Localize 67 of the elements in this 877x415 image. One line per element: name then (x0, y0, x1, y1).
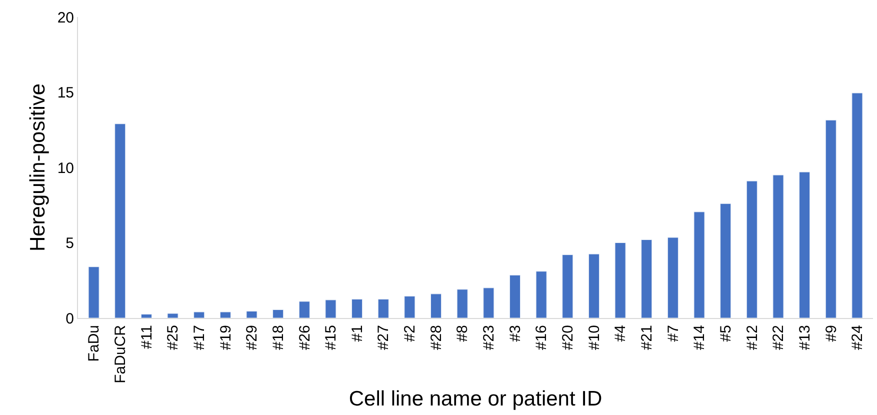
bar (456, 289, 468, 318)
x-tick-label: FaDu (86, 325, 103, 362)
x-tick-label: #21 (638, 325, 656, 350)
x-tick-label: #12 (744, 325, 761, 350)
bar (536, 271, 547, 318)
bar (298, 301, 310, 318)
x-axis-title: Cell line name or patient ID (348, 388, 602, 411)
x-tick-label: #4 (612, 325, 630, 342)
y-tick-label: 5 (66, 235, 74, 252)
x-tick-label: #2 (402, 325, 419, 342)
bar (352, 298, 363, 318)
bar (509, 274, 520, 318)
bar (430, 294, 442, 318)
bar (194, 312, 205, 318)
bar (799, 172, 810, 318)
y-axis-title: Heregulin-positive (26, 83, 50, 252)
x-tick-label: #10 (586, 325, 603, 350)
bar (694, 212, 705, 318)
bar (246, 310, 258, 318)
bar (562, 254, 574, 318)
bar (772, 174, 784, 318)
x-tick-label: FaDuCR (112, 324, 129, 384)
x-tick-label: #16 (533, 325, 550, 350)
y-tick-label: 15 (57, 84, 74, 102)
y-tick-label: 20 (57, 9, 74, 26)
x-tick-label: #29 (244, 325, 261, 350)
x-tick-label: #11 (138, 325, 156, 349)
x-tick-label: #14 (691, 325, 708, 350)
bar (325, 300, 336, 318)
x-tick-label: #27 (375, 325, 392, 350)
x-tick-label: #25 (164, 325, 182, 350)
x-tick-label: #20 (560, 325, 577, 350)
x-tick-label: #28 (428, 325, 445, 350)
x-tick-label: #9 (822, 325, 840, 342)
y-tick-label: 0 (66, 310, 74, 328)
bar (272, 309, 284, 318)
y-tick-label: 10 (57, 160, 74, 177)
bar (483, 288, 494, 318)
bar (88, 266, 100, 318)
bar (167, 313, 178, 318)
bar (588, 254, 600, 318)
bar (825, 120, 836, 318)
x-tick-label: #7 (664, 325, 682, 342)
bar (852, 92, 863, 318)
bar (378, 298, 389, 318)
x-tick-label: #23 (480, 325, 498, 350)
x-tick-label: #1 (348, 325, 366, 342)
x-tick-label: #22 (770, 325, 788, 350)
bar (667, 237, 678, 318)
bar (746, 180, 758, 318)
x-tick-label: #19 (217, 325, 234, 350)
x-tick-label: #17 (190, 325, 208, 350)
x-tick-label: #18 (270, 325, 287, 350)
bar (404, 296, 416, 318)
bar (140, 314, 152, 318)
x-tick-label: #15 (322, 325, 340, 350)
bar (614, 242, 626, 318)
x-tick-label: #24 (849, 325, 866, 350)
bar (720, 203, 732, 318)
x-tick-label: #13 (796, 325, 814, 350)
bar (114, 124, 126, 318)
x-tick-label: #26 (296, 325, 314, 350)
bar (220, 312, 231, 318)
x-tick-label: #3 (506, 325, 524, 342)
bar (641, 239, 652, 318)
x-tick-label: #5 (717, 325, 734, 342)
x-tick-label: #8 (454, 325, 472, 342)
